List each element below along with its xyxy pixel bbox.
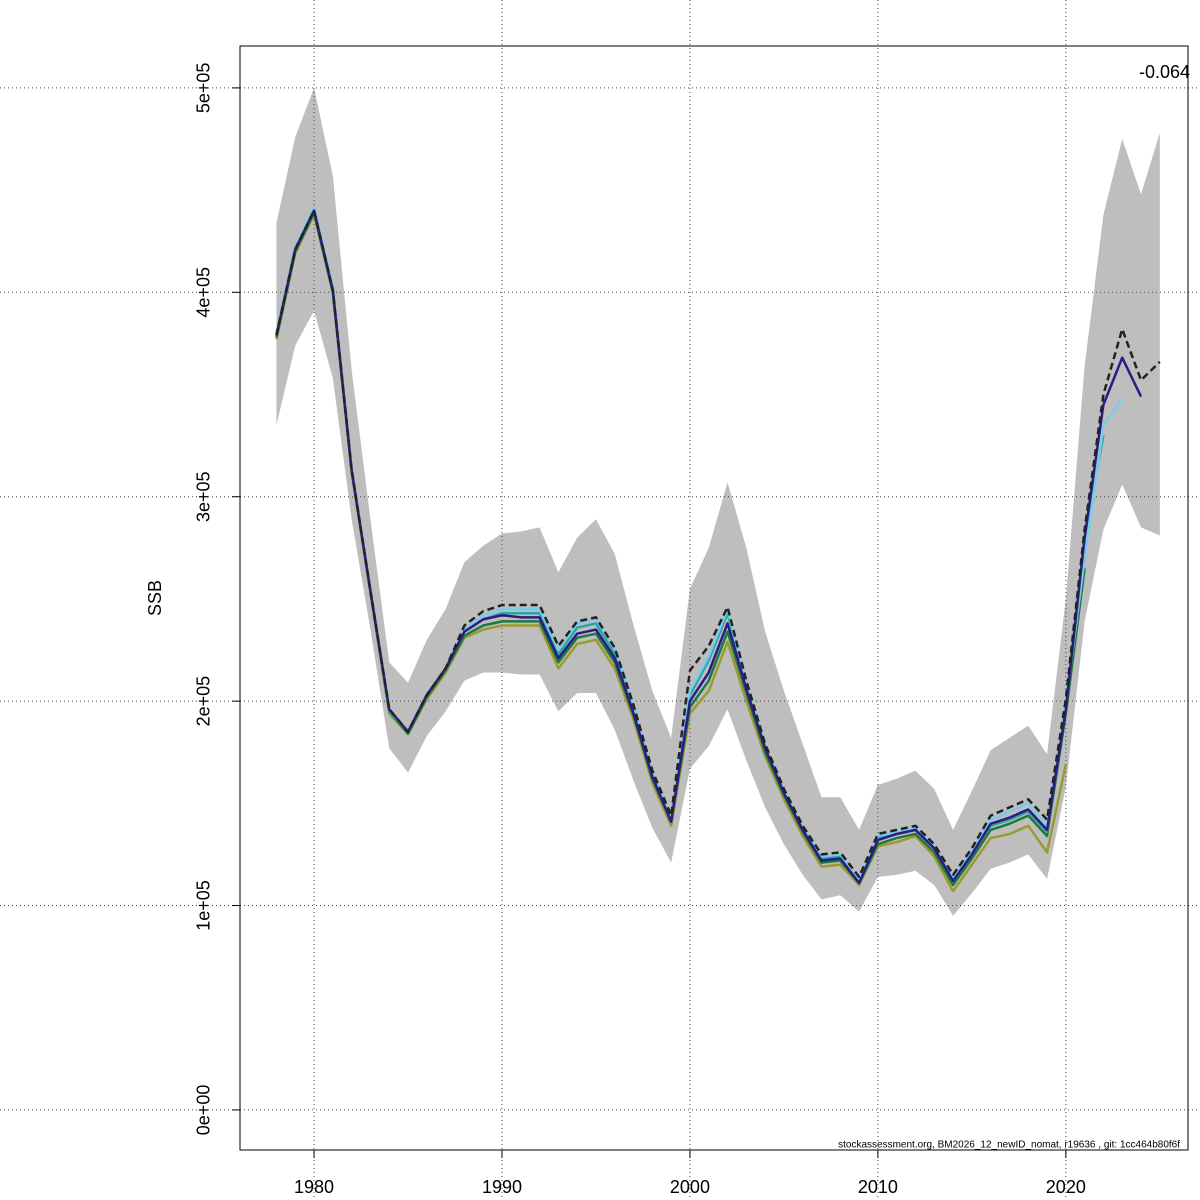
- y-tick-label: 0e+00: [194, 1085, 214, 1136]
- y-tick-label: 2e+05: [194, 676, 214, 727]
- x-tick-label: 2010: [858, 1177, 898, 1197]
- series-line: [275, 209, 1161, 879]
- footer: stockassessment.org, BM2026_12_newID_nom…: [838, 1140, 1180, 1151]
- y-tick-label: 1e+05: [194, 880, 214, 931]
- x-tick-label: 2020: [1046, 1177, 1086, 1197]
- plot-frame: [239, 45, 1189, 1151]
- series-line: [275, 209, 1143, 885]
- y-tick-label: 3e+05: [194, 471, 214, 522]
- x-tick-label: 1980: [294, 1177, 334, 1197]
- x-tick-label: 1990: [482, 1177, 522, 1197]
- annotation: -0.064: [1139, 62, 1190, 82]
- confidence-band: [276, 87, 1160, 916]
- y-axis-label: SSB: [145, 580, 165, 616]
- y-tick-label: 4e+05: [194, 267, 214, 318]
- x-tick-label: 2000: [670, 1177, 710, 1197]
- y-tick-label: 5e+05: [194, 63, 214, 114]
